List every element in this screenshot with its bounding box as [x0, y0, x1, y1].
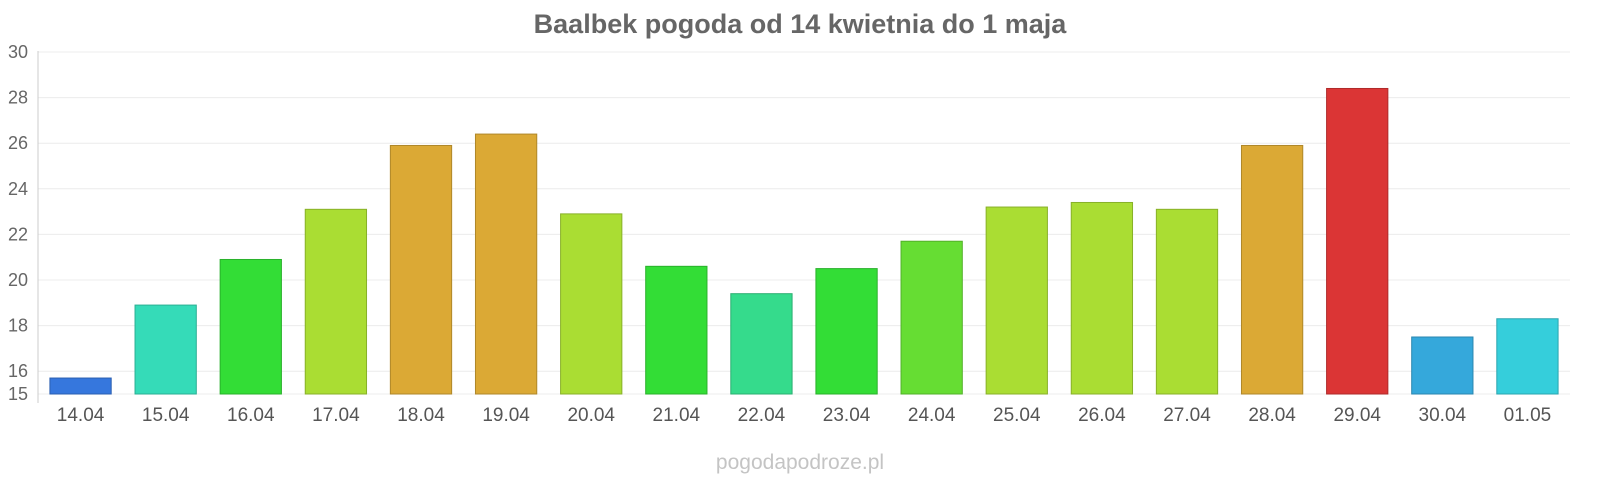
bar-14.04 [49, 377, 112, 395]
x-tick-label: 19.04 [482, 405, 530, 426]
x-tick-label: 15.04 [142, 405, 190, 426]
bar-20.04 [560, 213, 623, 395]
x-tick-label: 21.04 [653, 405, 701, 426]
x-tick-label: 20.04 [567, 405, 615, 426]
bar-01.05 [1496, 318, 1559, 395]
bar-28.04 [1240, 144, 1304, 395]
bars [49, 87, 1559, 395]
bar-16.04 [219, 258, 282, 395]
x-tick-label: 26.04 [1078, 405, 1126, 426]
x-tick-label: 01.05 [1504, 405, 1552, 426]
bar-18.04 [389, 144, 453, 395]
x-tick-label: 18.04 [397, 405, 445, 426]
bar-25.04 [985, 206, 1048, 395]
y-tick-label: 20 [8, 270, 28, 290]
y-tick-label: 26 [8, 133, 28, 153]
y-tick-label: 16 [8, 361, 28, 381]
source-watermark: pogodapodroze.pl [716, 451, 884, 474]
bar-19.04 [474, 133, 538, 395]
x-tick-label: 23.04 [823, 405, 871, 426]
x-tick-label: 29.04 [1333, 405, 1381, 426]
x-tick-label: 30.04 [1419, 405, 1467, 426]
bar-29.04 [1326, 87, 1389, 395]
x-tick-label: 24.04 [908, 405, 956, 426]
bar-26.04 [1070, 201, 1134, 395]
y-axis-ticks: 15 16 18 20 22 24 26 28 30 [8, 42, 28, 404]
gridlines [38, 51, 1570, 395]
bar-17.04 [304, 208, 368, 395]
x-tick-label: 27.04 [1163, 405, 1211, 426]
y-tick-label: 24 [8, 179, 28, 199]
x-tick-label: 16.04 [227, 405, 275, 426]
bar-22.04 [730, 293, 793, 395]
bar-15.04 [134, 304, 197, 395]
y-tick-label: 22 [8, 224, 28, 244]
bar-30.04 [1411, 336, 1474, 395]
y-tick-label: 18 [8, 316, 28, 336]
bar-21.04 [645, 265, 708, 395]
x-tick-label: 25.04 [993, 405, 1041, 426]
x-tick-label: 17.04 [312, 405, 360, 426]
bar-24.04 [900, 240, 963, 395]
x-tick-label: 28.04 [1248, 405, 1296, 426]
bar-27.04 [1155, 208, 1219, 395]
x-axis-ticks: 14.04 15.04 16.04 17.04 18.04 19.04 20.04 21.04… [57, 405, 1551, 426]
y-tick-label: 30 [8, 42, 28, 62]
x-tick-label: 22.04 [738, 405, 786, 426]
y-tick-label: 15 [8, 384, 28, 404]
chart-title: Baalbek pogoda od 14 kwietnia do 1 maja [534, 9, 1068, 39]
bar-23.04 [815, 268, 878, 395]
y-tick-label: 28 [8, 88, 28, 108]
x-tick-label: 14.04 [57, 405, 105, 426]
